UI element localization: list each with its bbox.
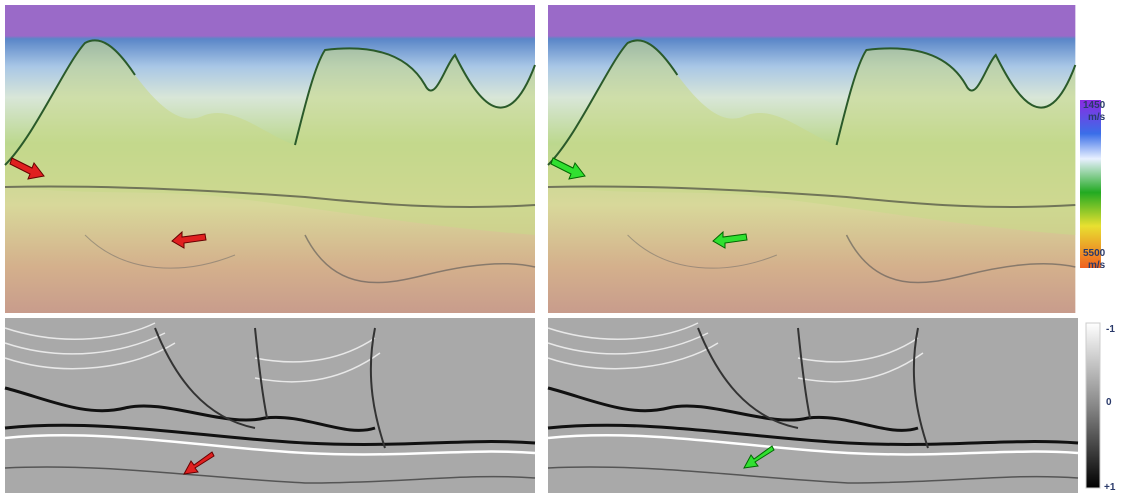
panel-top-right [548, 5, 1075, 313]
velocity-colorbar [1080, 100, 1101, 268]
velocity-top-unit: m/s [1088, 112, 1106, 123]
amplitude-tick: -1 [1106, 324, 1115, 335]
velocity-bottom-value: 5500 [1083, 248, 1106, 259]
panel-bottom-right [548, 318, 1078, 493]
panel-bottom-left [5, 318, 535, 493]
figure: 1450 m/s 5500 m/s -1 0 +1 [0, 0, 1131, 493]
velocity-bottom-unit: m/s [1088, 260, 1106, 271]
velocity-top-value: 1450 [1083, 100, 1106, 111]
panel-top-left [5, 5, 535, 313]
amplitude-tick: 0 [1106, 397, 1112, 408]
amplitude-colorbar [1086, 323, 1100, 488]
amplitude-tick: +1 [1104, 482, 1116, 493]
